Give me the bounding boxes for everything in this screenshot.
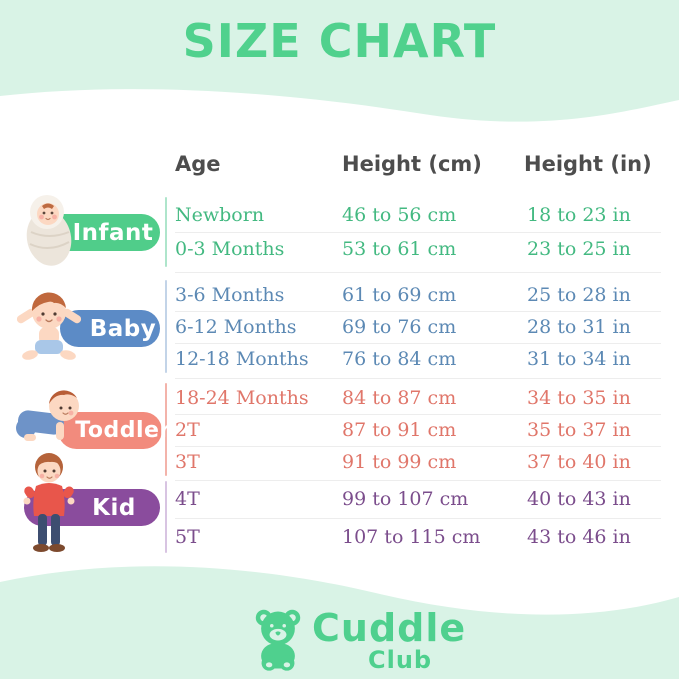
infant-illustration [26,195,72,266]
toddler-group-line [165,383,167,476]
age-value: 6-12 Months [175,316,297,338]
age-value: 5T [175,526,200,548]
page-title: SIZE CHART [182,14,497,68]
height-cm-value: 84 to 87 cm [342,387,457,409]
age-value: 2T [175,419,200,441]
height-cm-value: 61 to 69 cm [342,284,457,306]
row-divider [175,343,661,344]
row-divider [175,311,661,312]
age-value: 3T [175,451,200,473]
age-value: 0-3 Months [175,238,285,260]
kid-group-label: Kid [92,494,136,521]
brand-name: Cuddle [312,606,467,650]
age-value: 12-18 Months [175,348,309,370]
height-cm-value: 46 to 56 cm [342,204,457,226]
row-divider [175,518,661,519]
baby-illustration [16,292,82,360]
age-value: Newborn [175,204,265,226]
height-in-value: 18 to 23 in [527,204,631,226]
height-in-value: 31 to 34 in [527,348,631,370]
toddler-group-label: Toddler [75,418,171,443]
row-divider [175,480,661,481]
row-divider [175,414,661,415]
age-value: 18-24 Months [175,387,309,409]
height-cm-value: 91 to 99 cm [342,451,457,473]
toddler-group-pill: Toddler [58,412,170,449]
height-in-value: 34 to 35 in [527,387,631,409]
height-in-value: 25 to 28 in [527,284,631,306]
height-in-value: 37 to 40 in [527,451,631,473]
column-header-age: Age [175,152,221,176]
height-in-value: 35 to 37 in [527,419,631,441]
height-in-value: 43 to 46 in [527,526,631,548]
infant-group-line [165,197,167,267]
height-cm-value: 53 to 61 cm [342,238,457,260]
height-cm-value: 76 to 84 cm [342,348,457,370]
column-header-height-in: Height (in) [524,152,652,176]
bear-logo-icon [255,609,301,671]
infant-group-label: Infant [72,219,154,246]
age-value: 3-6 Months [175,284,285,306]
baby-group-pill: Baby [60,310,160,347]
row-divider [175,272,661,273]
baby-group-label: Baby [89,315,157,342]
column-header-height-cm: Height (cm) [342,152,482,176]
height-cm-value: 107 to 115 cm [342,526,481,548]
baby-group-line [165,280,167,373]
kid-group-line [165,481,167,553]
toddler-illustration [16,390,79,441]
height-in-value: 23 to 25 in [527,238,631,260]
row-divider [175,378,661,379]
kid-illustration [23,453,75,552]
height-cm-value: 87 to 91 cm [342,419,457,441]
row-divider [175,446,661,447]
height-cm-value: 99 to 107 cm [342,488,469,510]
row-divider [175,232,661,233]
age-value: 4T [175,488,200,510]
brand-subname: Club [368,646,433,674]
height-in-value: 40 to 43 in [527,488,631,510]
height-in-value: 28 to 31 in [527,316,631,338]
height-cm-value: 69 to 76 cm [342,316,457,338]
